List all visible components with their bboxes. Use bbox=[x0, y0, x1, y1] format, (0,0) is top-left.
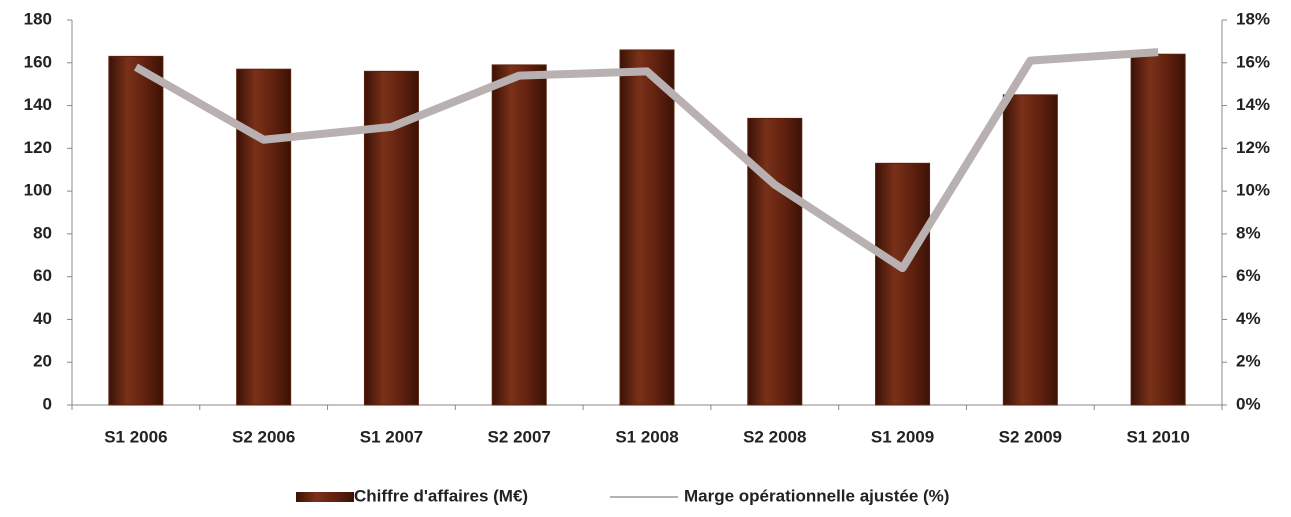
y-tick-label: 120 bbox=[24, 138, 52, 157]
y2-tick-label: 18% bbox=[1236, 9, 1270, 28]
bar bbox=[747, 117, 803, 406]
y-tick-label: 40 bbox=[33, 309, 52, 328]
x-tick-label: S1 2009 bbox=[871, 427, 934, 446]
x-tick-label: S2 2006 bbox=[232, 427, 295, 446]
x-tick-label: S1 2008 bbox=[615, 427, 678, 446]
y-tick-label: 140 bbox=[24, 95, 52, 114]
bar bbox=[875, 162, 931, 406]
y2-tick-label: 16% bbox=[1236, 52, 1270, 71]
y-tick-label: 0 bbox=[43, 394, 52, 413]
legend-swatch bbox=[296, 492, 354, 502]
bar bbox=[619, 49, 675, 406]
bar bbox=[236, 68, 292, 406]
bar bbox=[491, 64, 547, 406]
bar bbox=[1002, 94, 1058, 406]
y2-tick-label: 10% bbox=[1236, 181, 1270, 200]
y2-tick-label: 6% bbox=[1236, 266, 1261, 285]
y2-tick-label: 2% bbox=[1236, 352, 1261, 371]
bar bbox=[1130, 53, 1186, 406]
x-tick-label: S1 2010 bbox=[1126, 427, 1189, 446]
x-tick-label: S2 2009 bbox=[999, 427, 1062, 446]
y-tick-label: 80 bbox=[33, 223, 52, 242]
y2-tick-label: 4% bbox=[1236, 309, 1261, 328]
y-tick-label: 100 bbox=[24, 181, 52, 200]
bar bbox=[108, 55, 164, 406]
y2-tick-label: 14% bbox=[1236, 95, 1270, 114]
y-tick-label: 20 bbox=[33, 352, 52, 371]
x-tick-label: S2 2008 bbox=[743, 427, 806, 446]
y2-tick-label: 12% bbox=[1236, 138, 1270, 157]
y2-tick-label: 0% bbox=[1236, 394, 1261, 413]
legend-label: Chiffre d'affaires (M€) bbox=[354, 486, 528, 505]
y-tick-label: 180 bbox=[24, 9, 52, 28]
x-tick-label: S2 2007 bbox=[488, 427, 551, 446]
legend-label: Marge opérationnelle ajustée (%) bbox=[684, 486, 949, 505]
x-tick-label: S1 2007 bbox=[360, 427, 423, 446]
y-tick-label: 160 bbox=[24, 52, 52, 71]
line bbox=[133, 48, 1159, 273]
y-tick-label: 60 bbox=[33, 266, 52, 285]
y2-tick-label: 8% bbox=[1236, 223, 1261, 242]
x-tick-label: S1 2006 bbox=[104, 427, 167, 446]
